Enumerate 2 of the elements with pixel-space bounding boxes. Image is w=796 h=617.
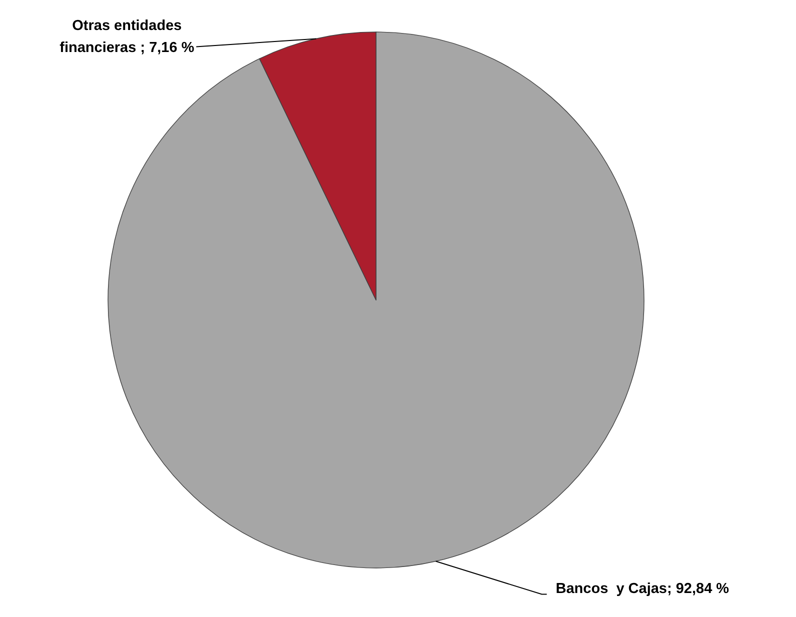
- slice-label: Bancos y Cajas; 92,84 %: [556, 581, 730, 598]
- slice-label: Otras entidades financieras ; 7,16 %: [60, 18, 194, 56]
